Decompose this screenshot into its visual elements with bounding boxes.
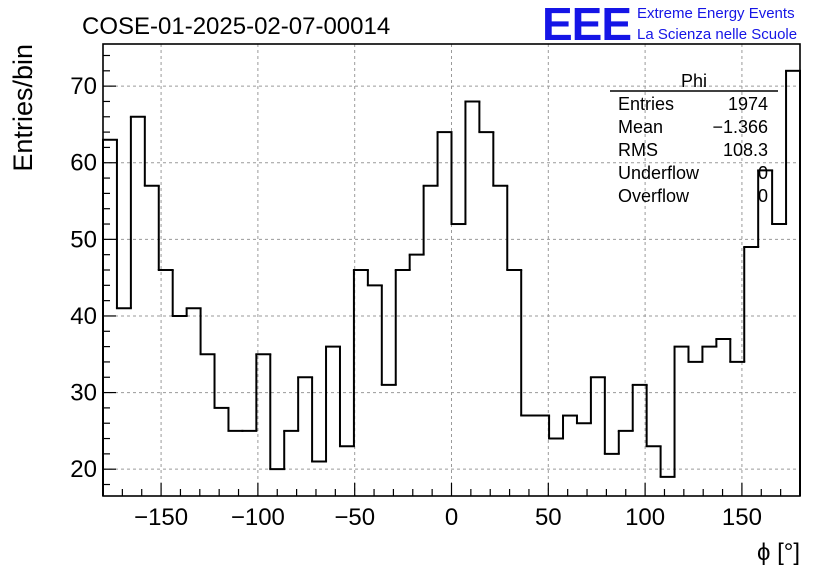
y-tick-label: 40 (70, 303, 97, 330)
eee-logo: EEE Extreme Energy Events La Scienza nel… (542, 0, 797, 50)
stats-label: Entries (618, 94, 674, 114)
stats-box: Phi Entries 1974 Mean −1.366 RMS 108.3 Underfl… (610, 71, 778, 206)
x-tick-label: −50 (334, 504, 375, 531)
x-tick-label: −100 (231, 504, 285, 531)
y-tick-label: 60 (70, 150, 97, 177)
stats-value: 0 (758, 186, 768, 206)
histogram-bars (102, 69, 801, 496)
stats-rows: Entries 1974 Mean −1.366 RMS 108.3 Underflow 0 O… (618, 94, 768, 206)
y-tick-label: 30 (70, 380, 97, 407)
x-tick-label: 50 (535, 504, 562, 531)
eee-logo-line2: La Scienza nelle Scuole (637, 26, 797, 43)
stats-value: 0 (758, 163, 768, 183)
grid-lines (103, 44, 800, 496)
eee-logo-mark: EEE (542, 0, 631, 50)
chart-title: COSE-01-2025-02-07-00014 (82, 13, 390, 40)
y-tick-label: 70 (70, 73, 97, 100)
stats-label: Underflow (618, 163, 700, 183)
x-tick-label: −150 (134, 504, 188, 531)
stats-label: Overflow (618, 186, 690, 206)
stats-label: RMS (618, 140, 658, 160)
x-axis-label: ϕ [°] (757, 539, 800, 566)
x-tick-label: 100 (625, 504, 665, 531)
stats-value: 1974 (728, 94, 768, 114)
tick-labels: −150 −100 −50 0 50 100 150 20 30 40 50 60 70 (70, 73, 762, 531)
eee-logo-line1: Extreme Energy Events (637, 5, 795, 22)
y-axis-label: Entries/bin (8, 44, 38, 172)
stats-value: 108.3 (723, 140, 768, 160)
y-tick-label: 50 (70, 226, 97, 253)
x-tick-label: 150 (722, 504, 762, 531)
stats-box-name: Phi (681, 71, 707, 91)
stats-value: −1.366 (712, 117, 768, 137)
stats-label: Mean (618, 117, 663, 137)
y-tick-label: 20 (70, 456, 97, 483)
x-tick-label: 0 (445, 504, 458, 531)
axis-ticks (102, 54, 801, 496)
